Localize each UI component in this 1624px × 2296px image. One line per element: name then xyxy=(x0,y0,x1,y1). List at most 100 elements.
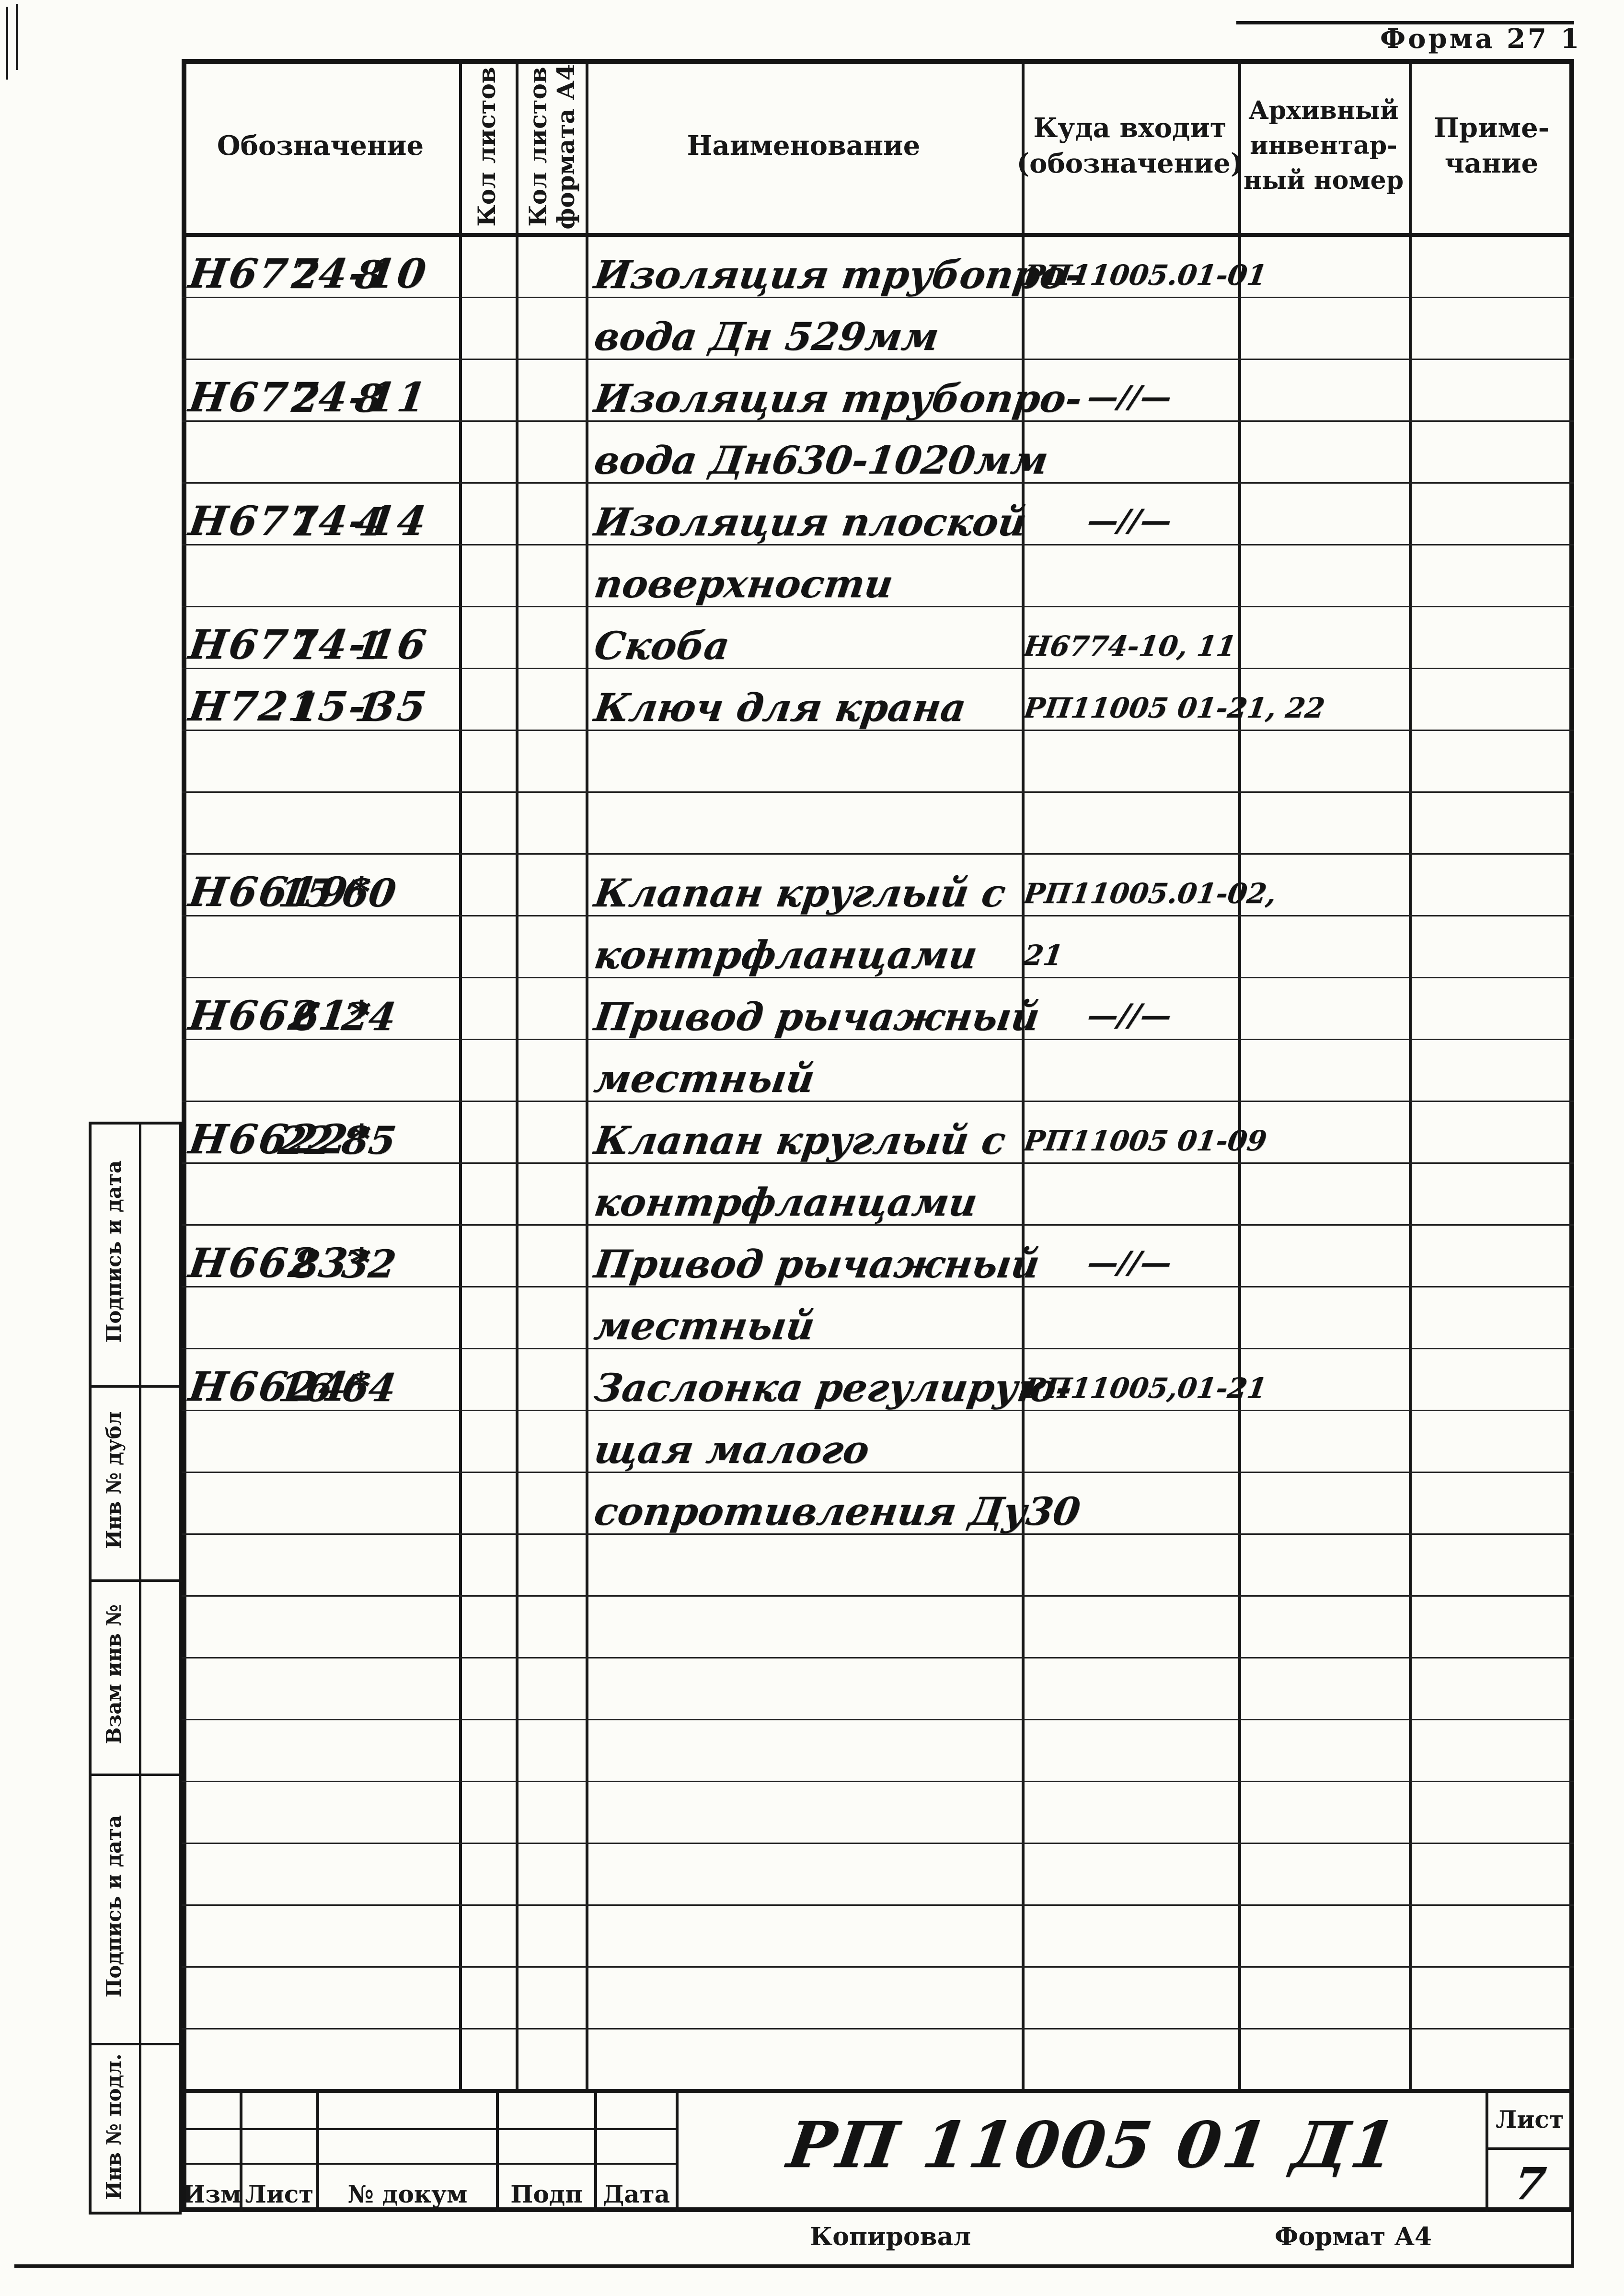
cell-name: Изоляция трубопро- xyxy=(591,376,1085,421)
cell-name: Привод рычажный xyxy=(591,1241,1043,1287)
format-label: Формат А4 xyxy=(1275,2222,1432,2251)
table-row: контрфланцами 21 xyxy=(182,916,1574,978)
column-header-designation: Обозначение xyxy=(217,129,424,162)
sheet-number: 7 xyxy=(1510,2158,1549,2210)
title-block-divider xyxy=(496,2091,499,2212)
cell-sheet-count-a4: 1 xyxy=(352,623,386,668)
cell-sheet-count: 22 xyxy=(276,1118,336,1163)
table-row: Н6774-14 1 4 Изоляция плоской —//— xyxy=(182,484,1574,545)
title-block-divider xyxy=(240,2091,242,2212)
cell-name: Ключ для крана xyxy=(591,685,969,730)
table-row xyxy=(182,2029,1574,2091)
column-header-archive-number: Архивный инвентар- ный номер xyxy=(1243,96,1404,195)
column-divider xyxy=(586,59,588,2091)
frame-sidebar xyxy=(89,1122,182,2215)
cell-name: поверхности xyxy=(591,561,896,606)
table-row: вода Дн 529мм xyxy=(182,298,1574,360)
cell-sheet-count-a4: 85 xyxy=(339,1118,399,1163)
sidebar-label-inv-dupl: Инв № дубл xyxy=(102,1411,126,1549)
title-block-divider xyxy=(594,2091,597,2212)
table-row xyxy=(182,793,1574,855)
cell-name: сопротивления Ду30 xyxy=(591,1489,1083,1534)
table-row xyxy=(182,1658,1574,1720)
cell-belongs-to: РП11005 01-21, 22 xyxy=(1022,692,1327,724)
sidebar-label-vzam-inv: Взам инв № xyxy=(102,1604,126,1744)
cell-name: контрфланцами xyxy=(591,932,980,977)
page-right-border xyxy=(1571,2212,1574,2267)
table-row: Н6774-11 2 8 Изоляция трубопро- —//— xyxy=(182,360,1574,422)
cell-belongs-to: —//— xyxy=(1085,1245,1174,1281)
cell-name: местный xyxy=(591,1303,818,1348)
sheet-box-divider xyxy=(1486,2147,1574,2150)
sidebar-divider xyxy=(139,1122,141,2215)
table-row: вода Дн630-1020мм xyxy=(182,422,1574,484)
document-number: РП 11005 01 Д1 xyxy=(783,2108,1402,2182)
table-row: местный xyxy=(182,1040,1574,1102)
table-row: Н6619* 15 60 Клапан круглый с РП11005.01-02, xyxy=(182,855,1574,916)
title-block-row-line xyxy=(182,2163,678,2165)
cell-sheet-count: 15 xyxy=(276,870,336,916)
cell-belongs-to: —//— xyxy=(1085,379,1174,415)
sheet-label: Лист xyxy=(1496,2105,1564,2134)
table-row: Н7215-35 1 1 Ключ для крана РП11005 01-21, 2… xyxy=(182,669,1574,731)
cell-sheet-count: 6 xyxy=(289,994,322,1039)
title-label-data: Дата xyxy=(602,2180,670,2208)
cell-sheet-count-a4: 4 xyxy=(352,499,386,545)
title-block-top-border xyxy=(182,2089,1574,2093)
cell-name: Заслонка регулирую- xyxy=(591,1365,1075,1410)
register-table xyxy=(182,59,1574,2212)
sidebar-label-inv-podl: Инв № подл. xyxy=(102,2053,126,2200)
cell-sheet-count-a4: 24 xyxy=(339,994,399,1039)
table-row: щая малого xyxy=(182,1411,1574,1473)
cell-sheet-count: 1 xyxy=(289,499,322,545)
cell-sheet-count: 8 xyxy=(289,1241,322,1287)
column-header-sheet-count-a4: Кол листов формата А4 xyxy=(524,64,580,230)
cell-name: вода Дн 529мм xyxy=(591,314,942,359)
cell-sheet-count-a4: 60 xyxy=(339,870,399,916)
cell-name: Изоляция трубопро- xyxy=(591,252,1085,297)
cell-name: Клапан круглый с xyxy=(591,1118,1009,1163)
cell-belongs-to: РП11005.01-02, xyxy=(1022,877,1278,910)
cell-sheet-count-a4: 32 xyxy=(339,1241,399,1287)
sidebar-box-divider xyxy=(89,1774,182,1776)
sidebar-box-divider xyxy=(89,1385,182,1388)
title-label-izm: Изм xyxy=(183,2180,242,2208)
sidebar-label-signature-date: Подпись и дата xyxy=(102,1160,126,1343)
cell-belongs-to: —//— xyxy=(1085,997,1174,1033)
table-row: Н6624* 16 64 Заслонка регулирую- РП11005,01-… xyxy=(182,1349,1574,1411)
table-row: контрфланцами xyxy=(182,1164,1574,1226)
title-label-podp: Подп xyxy=(510,2180,583,2208)
cell-sheet-count: 1 xyxy=(289,623,322,668)
page-top-border xyxy=(1236,21,1574,24)
column-header-belongs-to: Куда входит (обозначение) xyxy=(1016,112,1244,179)
column-divider xyxy=(1409,59,1412,2091)
table-row: Н6623* 8 32 Привод рычажный —//— xyxy=(182,1226,1574,1287)
table-row: Н6774-10 2 8 Изоляция трубопро- РП11005.01-0… xyxy=(182,236,1574,298)
cell-name: местный xyxy=(591,1056,818,1101)
cell-sheet-count-a4: 8 xyxy=(352,376,386,421)
table-row xyxy=(182,1720,1574,1782)
table-row xyxy=(182,731,1574,793)
table-row: Н6622* 22 85 Клапан круглый с РП11005 01-09 xyxy=(182,1102,1574,1164)
title-block-divider xyxy=(676,2091,679,2212)
cell-name: вода Дн630-1020мм xyxy=(591,438,1051,483)
sidebar-box-divider xyxy=(89,2043,182,2045)
table-row: Н6621* 6 24 Привод рычажный —//— xyxy=(182,978,1574,1040)
column-header-note: Приме- чание xyxy=(1433,112,1550,179)
column-divider xyxy=(1022,59,1025,2091)
header-divider xyxy=(182,233,1574,237)
column-divider xyxy=(1238,59,1241,2091)
cell-name: Привод рычажный xyxy=(591,994,1043,1039)
cell-name: Скоба xyxy=(591,623,733,668)
cell-name: контрфланцами xyxy=(591,1180,980,1225)
cell-belongs-to: 21 xyxy=(1022,939,1065,972)
column-header-name: Наименование xyxy=(687,129,921,162)
table-row: сопротивления Ду30 xyxy=(182,1473,1574,1535)
title-block-row-line xyxy=(182,2128,678,2130)
cell-sheet-count-a4: 1 xyxy=(352,685,386,730)
cell-belongs-to: РП11005.01-01 xyxy=(1022,259,1269,291)
page-bottom-border xyxy=(14,2264,1574,2268)
title-block-divider xyxy=(1486,2091,1488,2212)
title-label-doc-number: № докум xyxy=(347,2180,468,2208)
